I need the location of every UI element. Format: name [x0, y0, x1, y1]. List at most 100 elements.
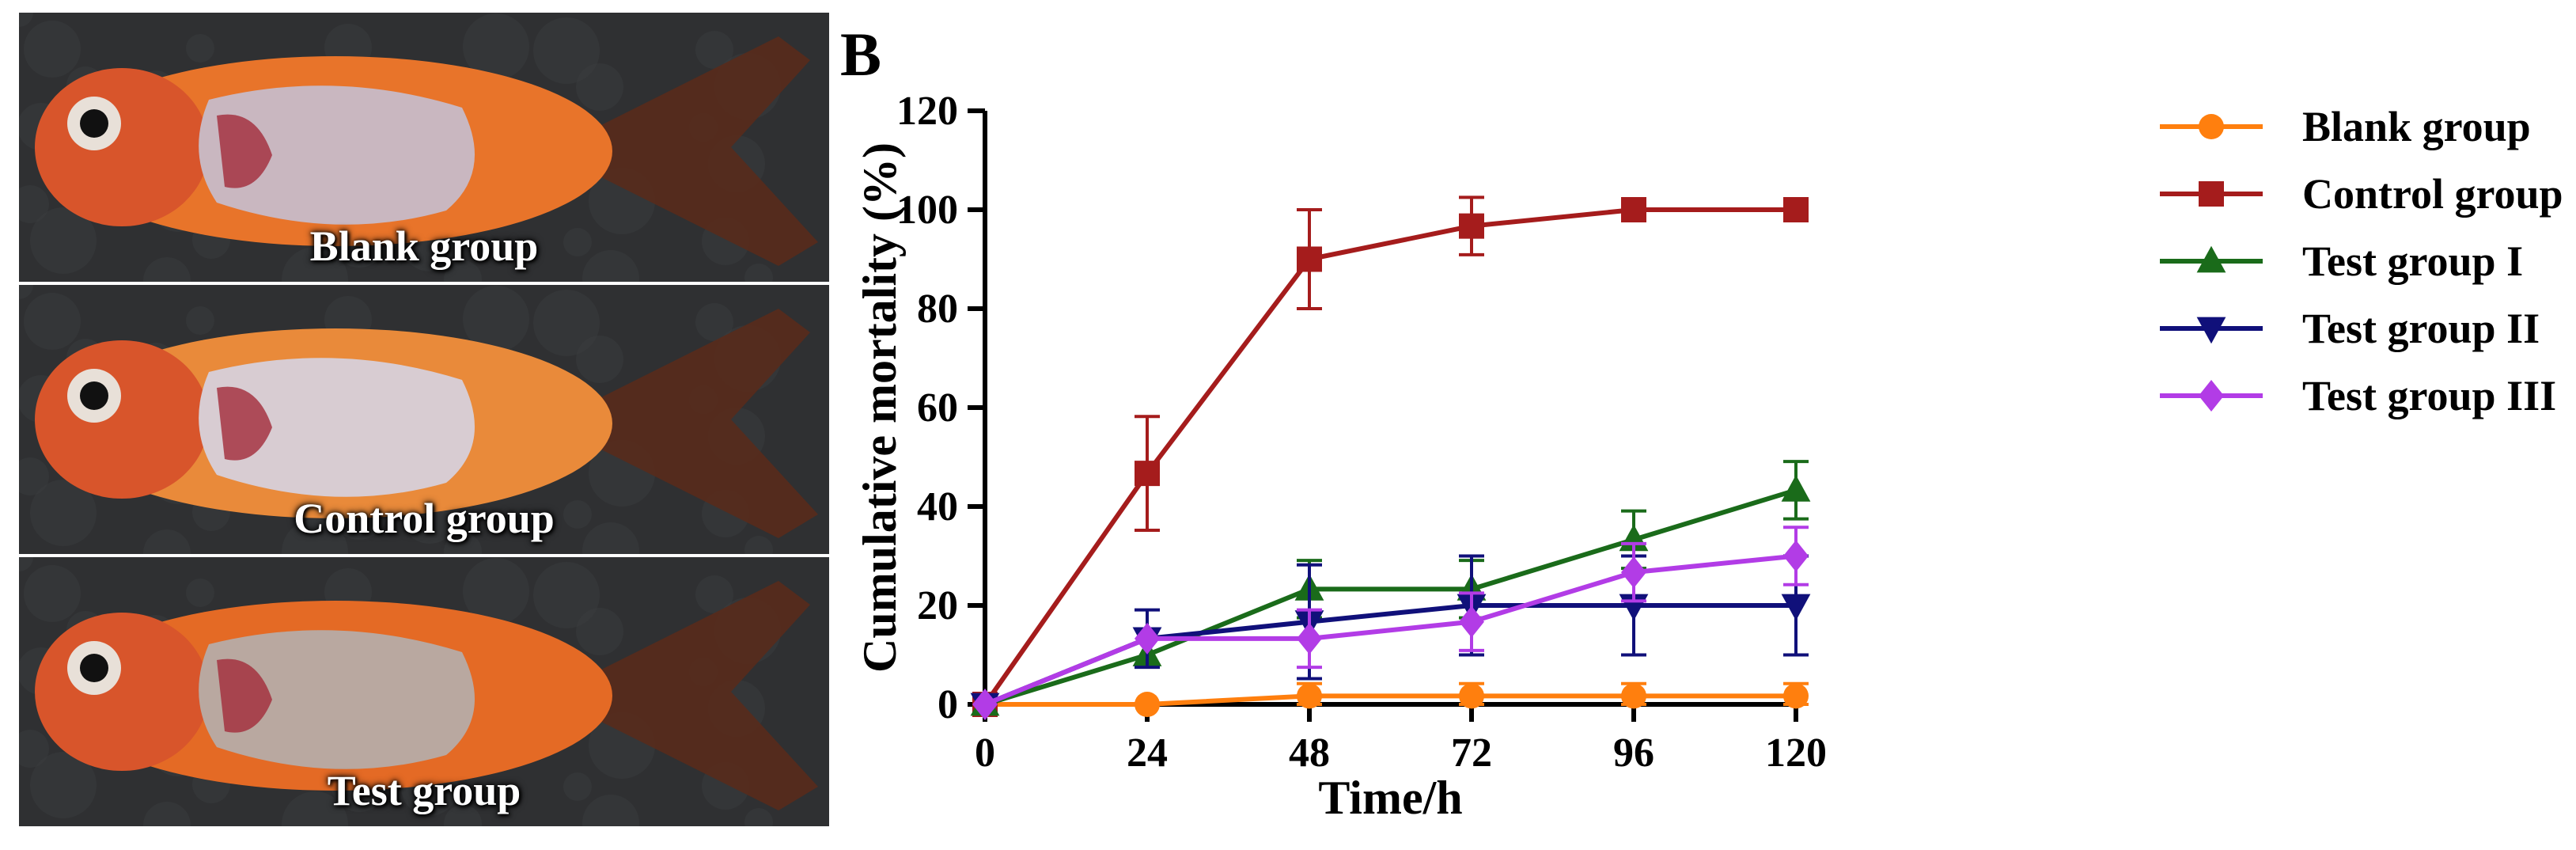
legend-entry: Test group II [2160, 305, 2540, 352]
series-control-group [972, 195, 1809, 717]
x-tick-label: 120 [1765, 730, 1827, 776]
y-tick-label: 100 [896, 188, 958, 233]
texture-spot [744, 536, 773, 554]
fish-pupil [80, 109, 108, 138]
y-tick-label: 120 [896, 89, 958, 134]
x-tick-label: 24 [1127, 730, 1168, 776]
fish-pupil [80, 654, 108, 682]
texture-spot [533, 562, 600, 628]
texture-spot [19, 730, 49, 768]
data-point [2199, 181, 2224, 207]
data-point [2199, 114, 2224, 139]
fish-pupil [80, 381, 108, 410]
texture-spot [463, 558, 529, 624]
texture-spot [444, 805, 482, 826]
legend-label: Blank group [2302, 103, 2531, 150]
data-point [1621, 556, 1646, 589]
fish-head [35, 68, 209, 226]
data-point [1135, 692, 1160, 717]
texture-spot [186, 306, 214, 335]
tail-fin [589, 36, 818, 266]
data-point [1781, 475, 1811, 502]
photo-caption: Test group [327, 767, 521, 814]
texture-spot [19, 285, 33, 299]
texture-spot [186, 579, 214, 607]
texture-spot [582, 522, 639, 554]
data-point [1459, 213, 1484, 239]
organ-tissue [217, 658, 272, 733]
mortality-chart: 0 20 40 60 80 100 120 0 24 48 72 96 120 Time/h Cumulat… [854, 89, 2563, 824]
texture-spot [695, 575, 733, 613]
fish-image [19, 557, 829, 826]
series-test-group-i [970, 460, 1811, 716]
photo-caption: Blank group [309, 222, 539, 270]
data-point [1135, 461, 1160, 487]
legend-label: Test group II [2302, 305, 2540, 352]
legend-label: Test group I [2302, 237, 2523, 285]
texture-spot [582, 250, 639, 282]
series-line [983, 207, 1796, 706]
photo-caption: Control group [294, 495, 555, 542]
legend-entry: Control group [2160, 170, 2563, 218]
organ-tissue [217, 386, 272, 461]
body-cavity [199, 630, 475, 769]
data-point [1297, 622, 1322, 655]
series-blank-group [972, 681, 1809, 717]
texture-spot [282, 247, 348, 282]
photo-control-group: Control group [19, 285, 829, 554]
data-point [1135, 622, 1160, 655]
series-line [983, 553, 1797, 707]
data-point [1459, 683, 1484, 709]
photo-test-group: Test group [19, 557, 829, 826]
y-tick-label: 0 [938, 682, 958, 727]
fish-head [35, 340, 209, 499]
texture-spot [143, 257, 191, 282]
texture-spot [695, 303, 733, 341]
x-tick-label: 72 [1451, 730, 1492, 776]
texture-spot [19, 457, 49, 495]
texture-spot [19, 185, 49, 223]
texture-spot [143, 529, 191, 554]
series-line [985, 693, 1796, 707]
x-tick-label: 48 [1289, 730, 1330, 776]
texture-spot [533, 17, 600, 84]
texture-spot [563, 228, 592, 256]
texture-spot [24, 21, 81, 78]
fish-head [35, 613, 209, 771]
fish-image [19, 285, 829, 554]
texture-spot [533, 290, 600, 356]
data-point [1621, 683, 1646, 709]
legend-entry: Test group I [2160, 237, 2523, 285]
texture-spot [576, 63, 623, 111]
data-point [972, 689, 998, 720]
y-tick-label: 20 [917, 583, 958, 628]
body-cavity [199, 358, 475, 497]
texture-spot [30, 752, 97, 818]
texture-spot [576, 336, 623, 383]
texture-spot [563, 772, 592, 801]
legend-label: Test group III [2302, 372, 2556, 419]
data-point [2199, 380, 2224, 412]
texture-spot [30, 480, 97, 546]
texture-spot [576, 608, 623, 655]
legend-entry: Blank group [2160, 103, 2531, 150]
data-point [2196, 245, 2226, 273]
data-point [2196, 317, 2226, 344]
tail-fin [589, 309, 818, 538]
series-line [984, 488, 1797, 707]
y-tick-label: 80 [917, 286, 958, 332]
texture-spot [744, 808, 773, 826]
texture-spot [463, 13, 529, 80]
texture-spot [19, 557, 33, 571]
texture-spot [24, 565, 81, 622]
data-point [1781, 594, 1811, 621]
data-point [1621, 197, 1646, 222]
texture-spot [282, 791, 348, 826]
texture-spot [444, 533, 482, 554]
x-tick-label: 96 [1613, 730, 1654, 776]
photo-blank-group: Blank group [19, 13, 829, 282]
texture-spot [444, 260, 482, 282]
texture-spot [744, 264, 773, 282]
texture-spot [282, 519, 348, 554]
texture-spot [463, 286, 529, 352]
